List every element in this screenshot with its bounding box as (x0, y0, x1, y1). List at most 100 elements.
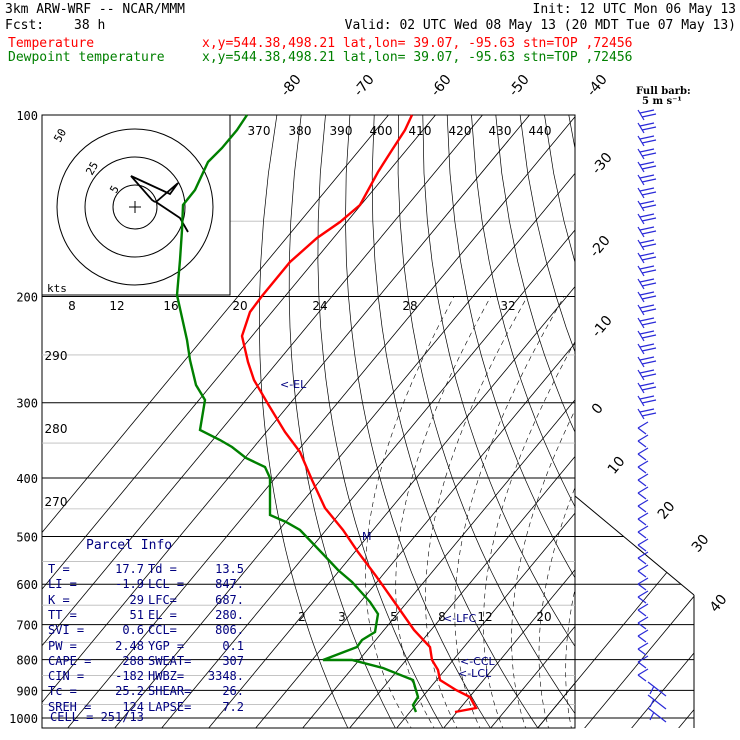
parcel-value: 13.5 (215, 562, 244, 576)
parcel-info-title: Parcel Info (86, 538, 173, 553)
wind-barb-flag (639, 304, 655, 309)
wind-barb-flag (637, 609, 647, 617)
wind-barb-staff (637, 408, 645, 420)
dewpoint-profile (175, 114, 420, 713)
speed-axis-label: 12 (109, 299, 124, 313)
parcel-key: Tc = (48, 684, 77, 699)
parcel-key: CIN = (48, 669, 85, 684)
wind-barb-staff (637, 291, 645, 303)
theta-label: 440 (529, 124, 552, 138)
parcel-value: 3348. (207, 669, 244, 684)
wind-barb-flag (637, 466, 647, 474)
isotherm-label: -20 (587, 233, 614, 261)
isotherm-line-lower (582, 496, 694, 728)
wind-barb-flag (637, 505, 647, 513)
moist-adiabat (511, 409, 575, 728)
parcel-key: SHEAR= (148, 684, 192, 699)
wind-barb-staff (637, 447, 649, 455)
parcel-value: 26. (222, 684, 244, 699)
wind-barb-flag (639, 174, 655, 179)
frame-diagonal (574, 495, 695, 596)
isotherm-line (537, 682, 575, 728)
wind-barb-staff (637, 304, 645, 316)
wind-barb-staff (637, 473, 649, 481)
profiles (175, 114, 478, 714)
wind-barb-flag (637, 674, 647, 682)
wind-barb-staff (637, 382, 645, 394)
wind-barb-staff (637, 668, 649, 676)
theta-label: 430 (489, 124, 512, 138)
dewpoint-info: x,y=544.38,498.21 lat,lon= 39.07, -95.63… (202, 50, 633, 65)
parcel-row: Tc = 25.2 SHEAR= 26. (48, 684, 244, 699)
mixing-ratio-label: 5 (390, 610, 398, 624)
level-marker-m: M (362, 530, 372, 543)
isotherm-line (676, 115, 740, 731)
wind-barb-flag (639, 356, 655, 361)
hodograph-ring-label: 50 (51, 127, 69, 145)
temperature-info: x,y=544.38,498.21 lat,lon= 39.07, -95.63… (202, 36, 633, 51)
wind-barb-flag (637, 531, 647, 539)
isotherm-label: -10 (589, 313, 616, 341)
wind-barb-flag (639, 343, 655, 348)
wind-barb-flag (639, 265, 655, 270)
wind-barb-staff (637, 460, 649, 468)
moist-adiabat (565, 588, 575, 728)
temperature-profile (240, 114, 478, 714)
theta-label: 380 (289, 124, 312, 138)
wind-barb-staff (637, 226, 645, 238)
pressure-label-600: 600 (16, 578, 38, 592)
pressure-label-900: 900 (16, 684, 38, 698)
isotherm-line (42, 115, 483, 647)
wind-barb-flag (641, 282, 657, 287)
wind-barb-flag (637, 479, 647, 487)
parcel-value: -182 (115, 669, 144, 684)
wind-barb-staff (637, 187, 645, 199)
parcel-key: CCL= (148, 623, 177, 638)
parcel-row: CIN = -182 HWBZ= 3348. (48, 669, 244, 684)
dry-adiabat (618, 115, 740, 731)
isotherm-line (490, 625, 575, 728)
parcel-row: K = 29 LFC= 687. (48, 593, 244, 608)
wind-barb-staff (637, 265, 645, 277)
dry-adiabat (371, 115, 539, 728)
parcel-key: Td = (148, 562, 177, 576)
wind-barb-staff (637, 616, 649, 624)
mixing-ratio-label: 2 (298, 610, 306, 624)
speed-axis-label: 8 (68, 299, 76, 313)
wind-barb-staff (637, 213, 645, 225)
wind-barb-flag (639, 408, 655, 413)
parcel-key: LAPSE= (148, 699, 192, 714)
parcel-value: 2.48 (115, 638, 144, 653)
wind-barb-flag (641, 373, 657, 378)
wind-barb-flag (641, 126, 657, 131)
barb-legend-units: 5 m s⁻¹ (642, 96, 682, 107)
wind-barb-staff (637, 642, 649, 650)
theta-label: 400 (370, 124, 393, 138)
header: 3km ARW-WRF -- NCAR/MMM Init: 12 UTC Mon… (0, 0, 740, 65)
isotherms (42, 115, 740, 731)
parcel-key: T = (48, 562, 70, 576)
theta-label: 270 (45, 495, 68, 509)
isotherm-line (208, 286, 575, 728)
parcel-value: 51 (129, 607, 144, 622)
isotherm-label: -70 (351, 72, 378, 100)
dry-adiabat (666, 115, 740, 731)
theta-label: 280 (45, 422, 68, 436)
pressure-label-300: 300 (16, 397, 38, 411)
wind-barb-staff (637, 369, 645, 381)
wind-barb-flag (641, 347, 657, 352)
isotherm-label: -40 (584, 72, 611, 100)
theta-label: 420 (449, 124, 472, 138)
wind-barb-flag (637, 453, 647, 461)
pressure-label-400: 400 (16, 472, 38, 486)
parcel-value: 687. (215, 592, 244, 607)
wind-barb-staff (637, 421, 649, 429)
wind-barb-staff (637, 122, 645, 134)
wind-barb-flag (641, 217, 657, 222)
parcel-key: HWBZ= (148, 669, 185, 684)
isotherm-label: -50 (506, 72, 533, 100)
isotherm-line (396, 512, 575, 728)
parcel-cell: CELL = 251/13 (50, 710, 144, 724)
grid-lines (41, 114, 740, 731)
fcst-value: 38 h (74, 18, 106, 33)
